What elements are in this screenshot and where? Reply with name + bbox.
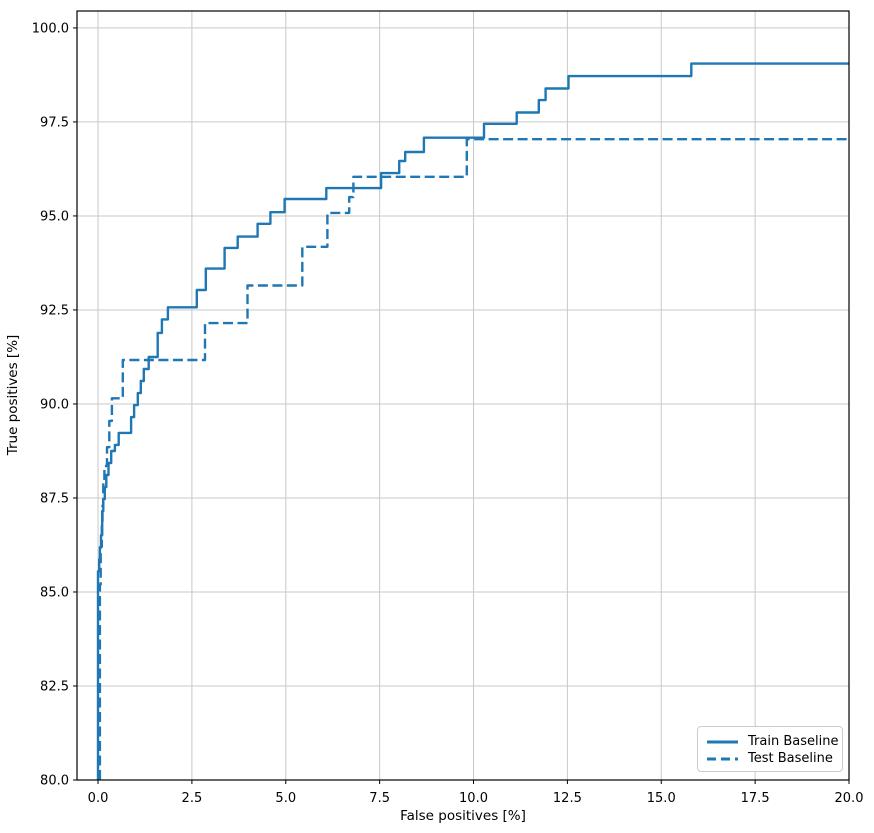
- y-tick-label: 97.5: [40, 115, 69, 130]
- plot-border: [76, 10, 850, 781]
- y-tick-label: 82.5: [40, 679, 69, 694]
- series-line-test: [98, 138, 849, 780]
- legend-entry-test: Test Baseline: [707, 750, 834, 767]
- solid-line-swatch-icon: [707, 740, 738, 743]
- y-tick-label: 87.5: [40, 491, 69, 506]
- y-tick-label: 95.0: [40, 209, 69, 224]
- x-tick-label: 12.5: [553, 791, 582, 806]
- x-tick-label: 20.0: [835, 791, 864, 806]
- y-tick-label: 80.0: [40, 774, 69, 789]
- legend-label-test: Test Baseline: [748, 751, 833, 766]
- x-tick-label: 10.0: [459, 791, 488, 806]
- legend-label-train: Train Baseline: [748, 734, 839, 749]
- x-tick-label: 5.0: [275, 791, 296, 806]
- x-tick-label: 7.5: [369, 791, 390, 806]
- legend-entry-train: Train Baseline: [707, 733, 838, 750]
- x-tick-label: 17.5: [741, 791, 770, 806]
- legend: Train Baseline Test Baseline: [697, 726, 843, 772]
- x-tick-label: 2.5: [182, 791, 203, 806]
- y-axis-label: True positives [%]: [5, 334, 21, 456]
- x-tick-label: 15.0: [647, 791, 676, 806]
- y-tick-label: 92.5: [40, 303, 69, 318]
- dashed-line-swatch-icon: [707, 757, 738, 760]
- y-tick-label: 85.0: [40, 585, 69, 600]
- y-tick-label: 90.0: [40, 397, 69, 412]
- y-tick-label: 100.0: [32, 21, 69, 36]
- x-axis-label: False positives [%]: [400, 808, 526, 824]
- x-tick-label: 0.0: [88, 791, 109, 806]
- series-line-train: [96, 62, 849, 780]
